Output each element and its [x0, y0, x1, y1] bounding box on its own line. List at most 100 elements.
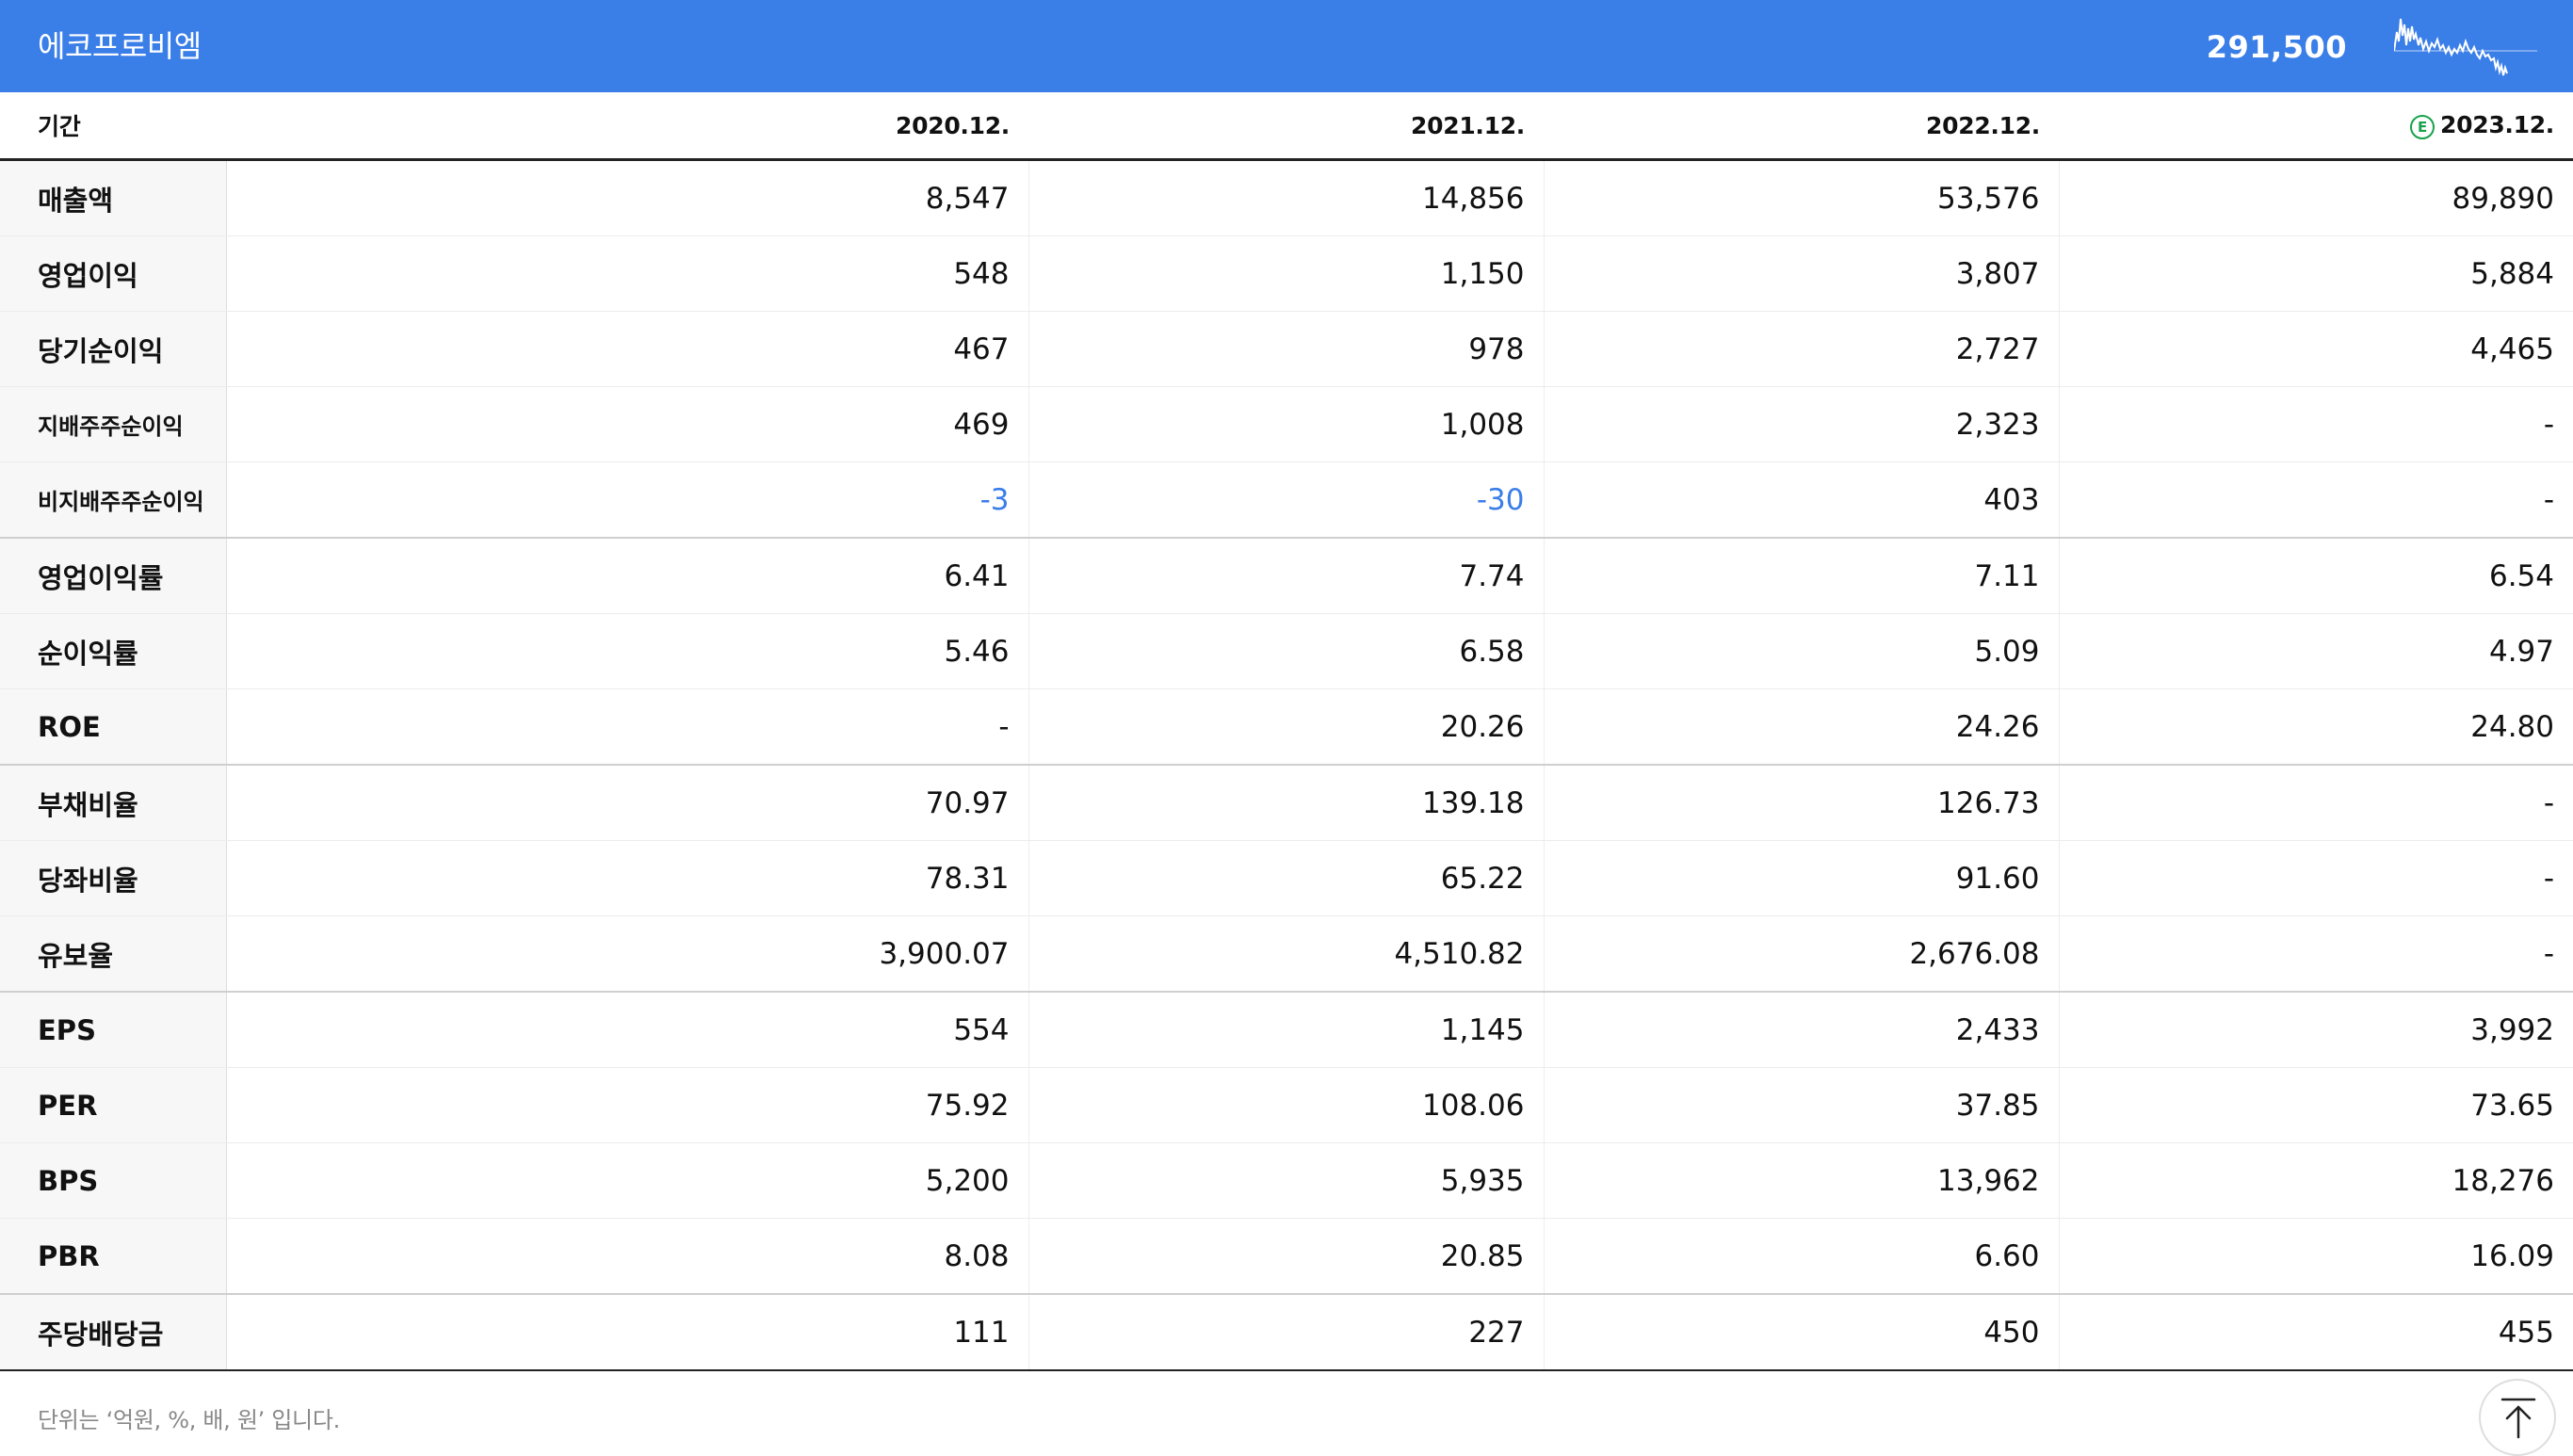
table-row: 당기순이익 467 978 2,727 4,465	[0, 311, 2573, 387]
table-cell: 20.26	[1028, 688, 1544, 766]
table-cell: 2,433	[1543, 992, 2059, 1068]
table-cell: 227	[1028, 1294, 1544, 1371]
table-cell: 2,727	[1543, 311, 2059, 387]
table-cell: 78.31	[225, 840, 1028, 916]
table-cell: 8.08	[225, 1218, 1028, 1295]
table-cell: 469	[225, 386, 1028, 462]
table-cell: -	[2058, 461, 2573, 539]
table-cell: 3,807	[1543, 235, 2059, 312]
row-label: 매출액	[0, 159, 227, 236]
column-header-label: 2023.12.	[2440, 111, 2554, 138]
table-row: 유보율 3,900.07 4,510.82 2,676.08-	[0, 915, 2573, 993]
table-cell: 3,992	[2058, 992, 2573, 1068]
table-cell: 5,935	[1028, 1142, 1544, 1219]
table-cell: -	[2058, 765, 2573, 841]
row-label: 당좌비율	[0, 840, 227, 916]
financial-summary-table: 기간 2020.12. 2021.12. 2022.12. E 2023.12. …	[0, 92, 2573, 1371]
table-cell: 108.06	[1028, 1067, 1544, 1143]
column-header: E 2023.12.	[2059, 92, 2573, 161]
table-cell: 7.74	[1028, 538, 1544, 614]
table-header-row: 기간 2020.12. 2021.12. 2022.12. E 2023.12.	[0, 92, 2573, 161]
table-row: 주당배당금 111 227 450 455	[0, 1294, 2573, 1371]
table-cell: 5,200	[225, 1142, 1028, 1219]
row-label: BPS	[0, 1142, 227, 1219]
table-cell: 13,962	[1543, 1142, 2059, 1219]
table-cell: 6.41	[225, 538, 1028, 614]
row-label: PBR	[0, 1218, 227, 1295]
table-cell: 5.46	[225, 613, 1028, 689]
table-row: EPS 554 1,145 2,433 3,992	[0, 992, 2573, 1068]
table-cell: 20.85	[1028, 1218, 1544, 1295]
column-header-label: 2022.12.	[1926, 111, 2040, 139]
table-row: PER 75.92 108.06 37.85 73.65	[0, 1067, 2573, 1143]
column-header: 2022.12.	[1544, 92, 2059, 161]
company-name[interactable]: 에코프로비엠	[38, 28, 202, 64]
table-cell: 467	[225, 311, 1028, 387]
table-cell: 89,890	[2058, 159, 2573, 236]
column-header-label: 2021.12.	[1411, 111, 1525, 139]
table-cell: 4.97	[2058, 613, 2573, 689]
table-cell: 978	[1028, 311, 1544, 387]
table-row: 영업이익률 6.41 7.74 7.11 6.54	[0, 538, 2573, 614]
table-row: 당좌비율 78.31 65.22 91.60-	[0, 840, 2573, 916]
table-cell: 1,145	[1028, 992, 1544, 1068]
column-header-label: 2020.12.	[896, 111, 1010, 139]
table-row: BPS 5,200 5,935 13,962 18,276	[0, 1142, 2573, 1219]
table-cell: 2,323	[1543, 386, 2059, 462]
table-cell: 4,465	[2058, 311, 2573, 387]
row-label: ROE	[0, 688, 227, 766]
current-price: 291,500	[2206, 29, 2347, 65]
table-cell: 24.26	[1543, 688, 2059, 766]
table-cell: 455	[2058, 1294, 2573, 1371]
row-label: 영업이익률	[0, 538, 227, 614]
table-cell: 2,676.08	[1543, 915, 2059, 993]
table-row: PBR 8.08 20.85 6.60 16.09	[0, 1218, 2573, 1295]
table-cell: 5,884	[2058, 235, 2573, 312]
table-cell: -3	[225, 461, 1028, 539]
table-cell: -	[2058, 915, 2573, 993]
table-cell: 450	[1543, 1294, 2059, 1371]
price-sparkline-icon	[2394, 18, 2537, 76]
table-cell: 6.58	[1028, 613, 1544, 689]
table-cell: 554	[225, 992, 1028, 1068]
table-cell: -	[2058, 840, 2573, 916]
table-row: 순이익률 5.46 6.58 5.09 4.97	[0, 613, 2573, 689]
table-row: 매출액 8,547 14,856 53,576 89,890	[0, 159, 2573, 236]
row-label: 지배주주순이익	[0, 386, 227, 462]
row-label: 유보율	[0, 915, 227, 993]
table-cell: 53,576	[1543, 159, 2059, 236]
table-cell: 111	[225, 1294, 1028, 1371]
row-label: 비지배주주순이익	[0, 461, 227, 539]
scroll-to-top-button[interactable]	[2479, 1379, 2556, 1456]
table-cell: 5.09	[1543, 613, 2059, 689]
unit-note: 단위는 ‘억원, %, 배, 원’ 입니다.	[38, 1407, 340, 1433]
table-cell: -	[2058, 386, 2573, 462]
table-cell: 4,510.82	[1028, 915, 1544, 993]
table-cell: 6.60	[1543, 1218, 2059, 1295]
table-cell: 1,150	[1028, 235, 1544, 312]
row-label: EPS	[0, 992, 227, 1068]
table-cell: 73.65	[2058, 1067, 2573, 1143]
table-cell: 16.09	[2058, 1218, 2573, 1295]
table-cell: -	[225, 688, 1028, 766]
column-header: 2020.12.	[226, 92, 1028, 161]
table-cell: 24.80	[2058, 688, 2573, 766]
table-cell: 403	[1543, 461, 2059, 539]
row-label: 주당배당금	[0, 1294, 227, 1371]
row-label: 영업이익	[0, 235, 227, 312]
table-cell: 1,008	[1028, 386, 1544, 462]
table-cell: 7.11	[1543, 538, 2059, 614]
estimate-icon: E	[2410, 115, 2435, 139]
table-cell: 14,856	[1028, 159, 1544, 236]
table-row: 지배주주순이익 469 1,008 2,323-	[0, 386, 2573, 462]
table-cell: 8,547	[225, 159, 1028, 236]
row-label: 부채비율	[0, 765, 227, 841]
table-cell: -30	[1028, 461, 1544, 539]
table-cell: 37.85	[1543, 1067, 2059, 1143]
table-cell: 139.18	[1028, 765, 1544, 841]
table-cell: 91.60	[1543, 840, 2059, 916]
table-cell: 548	[225, 235, 1028, 312]
table-cell: 18,276	[2058, 1142, 2573, 1219]
column-header: 2021.12.	[1028, 92, 1544, 161]
arrow-up-to-top-icon	[2500, 1398, 2536, 1439]
